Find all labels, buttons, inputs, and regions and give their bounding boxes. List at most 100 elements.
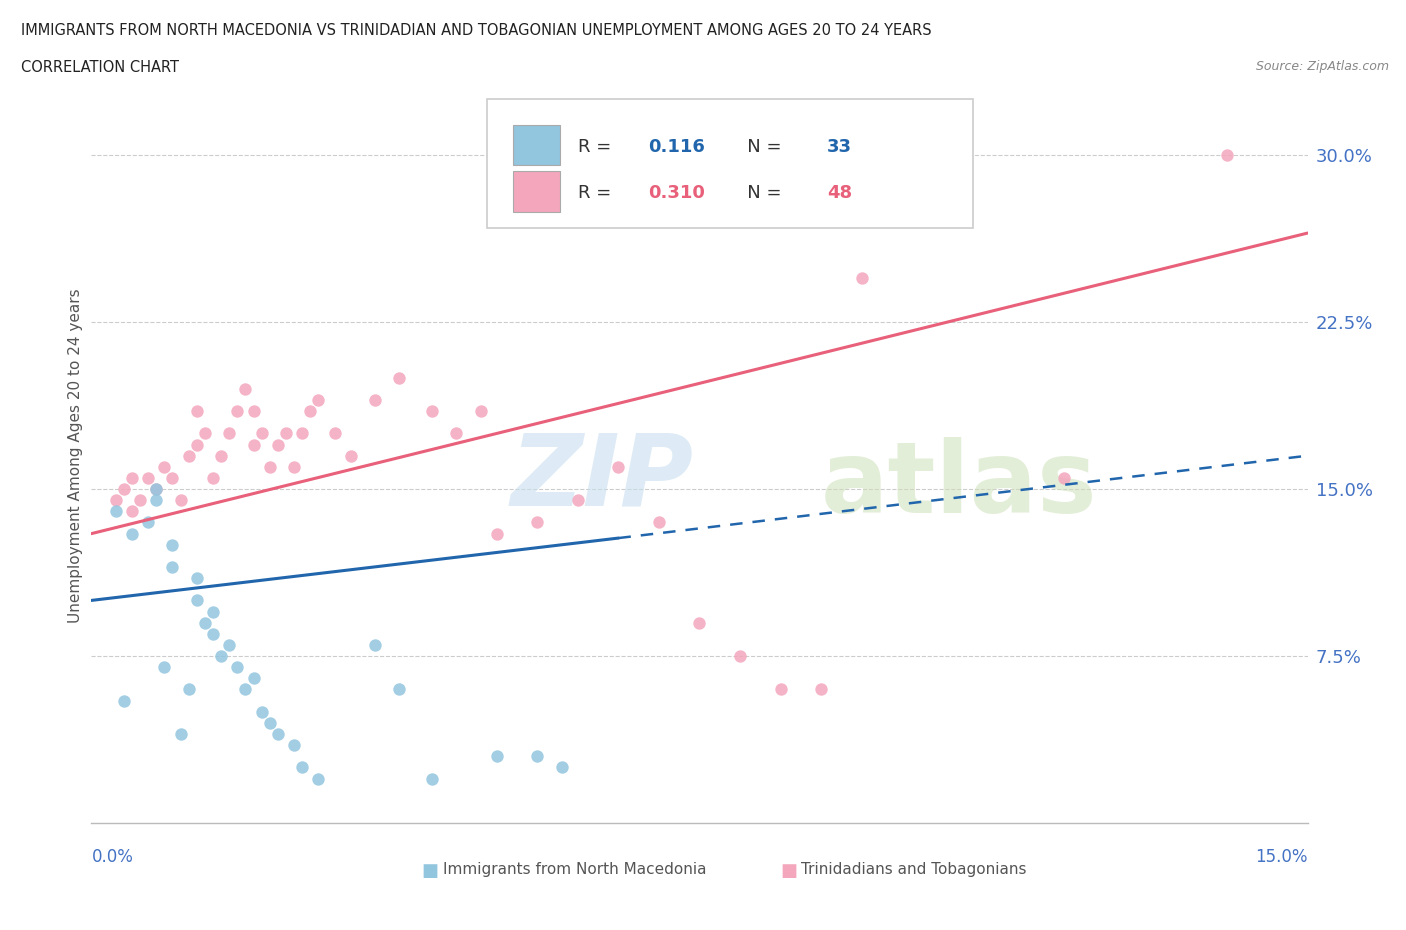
Point: [153, 659, 176, 674]
Text: 15.0%: 15.0%: [1256, 848, 1308, 866]
Point: [112, 693, 135, 708]
Bar: [513, 171, 560, 212]
Point: [259, 459, 281, 474]
Point: [235, 381, 257, 396]
Point: [420, 771, 443, 786]
Point: [291, 760, 314, 775]
Point: [162, 538, 184, 552]
Point: [186, 593, 208, 608]
Point: [364, 392, 387, 407]
Point: [267, 726, 290, 741]
Point: [267, 437, 290, 452]
Point: [145, 493, 167, 508]
Point: [186, 437, 208, 452]
Text: R =: R =: [578, 139, 617, 156]
Point: [283, 737, 305, 752]
Point: [169, 726, 191, 741]
Point: [470, 404, 492, 418]
Text: 0.116: 0.116: [648, 139, 706, 156]
Point: [307, 771, 329, 786]
Point: [209, 448, 232, 463]
Point: [526, 515, 548, 530]
Point: [250, 704, 273, 719]
Point: [567, 493, 589, 508]
Point: [550, 760, 572, 775]
Point: [307, 392, 329, 407]
Text: Immigrants from North Macedonia: Immigrants from North Macedonia: [443, 862, 706, 877]
Point: [323, 426, 346, 441]
Point: [851, 270, 873, 285]
Point: [769, 682, 792, 697]
Point: [1215, 148, 1237, 163]
Text: N =: N =: [730, 139, 787, 156]
Point: [177, 448, 200, 463]
Text: 0.310: 0.310: [648, 184, 706, 203]
Point: [242, 404, 264, 418]
FancyBboxPatch shape: [486, 100, 973, 228]
Point: [485, 749, 508, 764]
Point: [177, 682, 200, 697]
Point: [250, 426, 273, 441]
Point: [226, 659, 249, 674]
Point: [242, 671, 264, 685]
Text: ZIP: ZIP: [510, 430, 693, 526]
Y-axis label: Unemployment Among Ages 20 to 24 years: Unemployment Among Ages 20 to 24 years: [67, 288, 83, 623]
Point: [136, 471, 159, 485]
Point: [218, 426, 240, 441]
Point: [209, 648, 232, 663]
Point: [1053, 471, 1076, 485]
Point: [145, 482, 167, 497]
Point: [112, 482, 135, 497]
Point: [235, 682, 257, 697]
Point: [810, 682, 832, 697]
Point: [340, 448, 363, 463]
Point: [688, 616, 710, 631]
Point: [728, 648, 751, 663]
Point: [283, 459, 305, 474]
Text: Trinidadians and Tobagonians: Trinidadians and Tobagonians: [801, 862, 1026, 877]
Text: atlas: atlas: [821, 436, 1098, 534]
Point: [186, 571, 208, 586]
Point: [291, 426, 314, 441]
Text: N =: N =: [730, 184, 787, 203]
Point: [202, 627, 225, 642]
Point: [607, 459, 630, 474]
Point: [388, 682, 411, 697]
Point: [202, 471, 225, 485]
Text: R =: R =: [578, 184, 617, 203]
Point: [162, 471, 184, 485]
Point: [121, 526, 143, 541]
Point: [526, 749, 548, 764]
Point: [202, 604, 225, 619]
Point: [129, 493, 152, 508]
Point: [194, 426, 217, 441]
Point: [420, 404, 443, 418]
Point: [485, 526, 508, 541]
Point: [186, 404, 208, 418]
Text: 33: 33: [827, 139, 852, 156]
Text: 48: 48: [827, 184, 852, 203]
Point: [648, 515, 671, 530]
Point: [226, 404, 249, 418]
Bar: [513, 126, 560, 166]
Point: [162, 560, 184, 575]
Point: [388, 370, 411, 385]
Point: [121, 471, 143, 485]
Text: CORRELATION CHART: CORRELATION CHART: [21, 60, 179, 75]
Point: [104, 493, 127, 508]
Point: [194, 616, 217, 631]
Point: [444, 426, 467, 441]
Point: [136, 515, 159, 530]
Point: [104, 504, 127, 519]
Text: IMMIGRANTS FROM NORTH MACEDONIA VS TRINIDADIAN AND TOBAGONIAN UNEMPLOYMENT AMONG: IMMIGRANTS FROM NORTH MACEDONIA VS TRINI…: [21, 23, 932, 38]
Text: ■: ■: [422, 862, 439, 880]
Point: [299, 404, 322, 418]
Point: [259, 715, 281, 730]
Text: 0.0%: 0.0%: [91, 848, 134, 866]
Point: [274, 426, 297, 441]
Point: [121, 504, 143, 519]
Point: [218, 637, 240, 652]
Text: Source: ZipAtlas.com: Source: ZipAtlas.com: [1256, 60, 1389, 73]
Point: [242, 437, 264, 452]
Point: [153, 459, 176, 474]
